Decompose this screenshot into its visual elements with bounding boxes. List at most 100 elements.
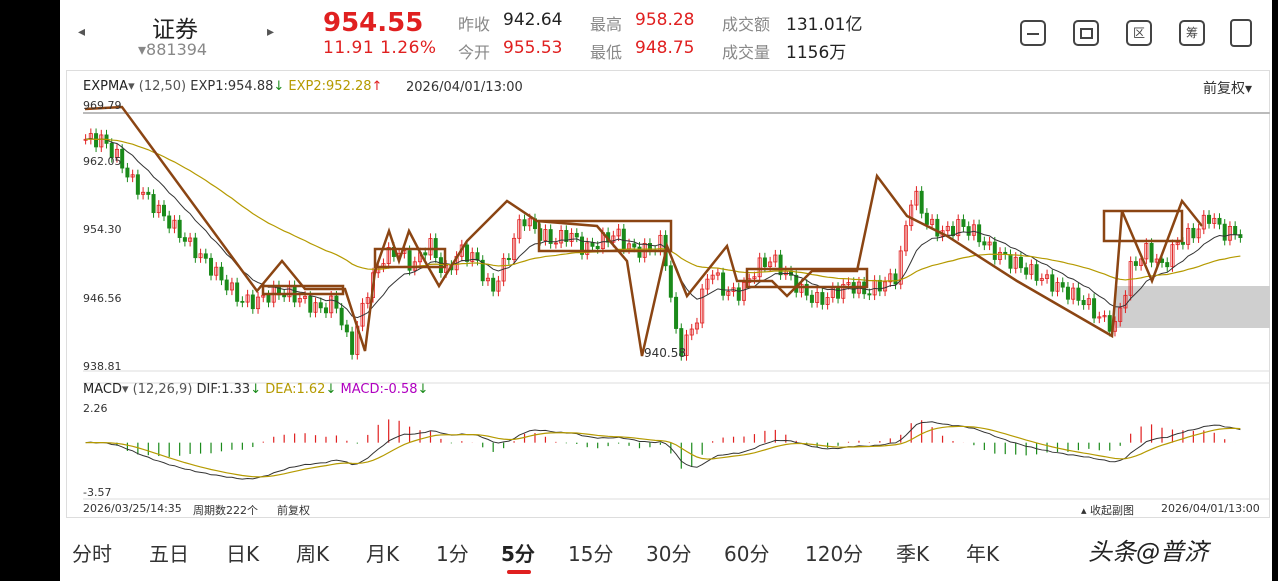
tab-weekly[interactable]: 周K <box>296 542 330 566</box>
candle-body <box>250 294 255 310</box>
candle-body <box>1186 227 1191 245</box>
candle-body <box>1149 243 1154 263</box>
candle-body <box>1086 298 1091 306</box>
candle-body <box>741 282 746 301</box>
candle-body <box>214 266 219 276</box>
low-label: 最低 <box>590 43 623 62</box>
candle-body <box>167 215 172 229</box>
candle-body <box>559 230 564 244</box>
sub-indicator-dropdown-icon[interactable]: ▾ <box>121 382 129 397</box>
candle-body <box>674 296 679 329</box>
candle-body <box>193 237 198 259</box>
candle-body <box>266 294 271 303</box>
tab-30min[interactable]: 30分 <box>646 542 692 566</box>
candle-body <box>485 277 490 282</box>
candle-body <box>987 241 992 246</box>
tab-5min[interactable]: 5分 <box>501 542 535 566</box>
crosshair-datetime: 2026/04/01/13:00 <box>406 80 523 95</box>
candle-body <box>141 191 146 195</box>
collapse-subchart-button[interactable]: ▴ 收起副图 <box>1081 504 1135 517</box>
quote-header: ◂ 证券 ▾881394 ▸ 954.55 11.91 1.26% 昨收 942… <box>60 0 1272 68</box>
main-indicator-selector[interactable]: EXPMA <box>83 79 129 94</box>
candle-body <box>1165 262 1170 268</box>
y-label-2: 954.30 <box>83 223 122 236</box>
tab-fenshi[interactable]: 分时 <box>72 542 112 566</box>
tab-1min[interactable]: 1分 <box>436 542 469 566</box>
candle-body <box>428 238 433 256</box>
stock-code-dropdown[interactable]: ▾881394 <box>138 40 208 59</box>
candle-body <box>752 276 757 280</box>
tab-15min[interactable]: 15分 <box>568 542 614 566</box>
candle-body <box>235 282 240 302</box>
low-value: 948.75 <box>635 38 695 58</box>
candle-body <box>548 229 553 244</box>
tab-monthly[interactable]: 月K <box>366 542 400 566</box>
start-datetime: 2026/03/25/14:35 <box>83 502 182 515</box>
candle-body <box>992 241 997 260</box>
tab-yearly[interactable]: 年K <box>966 542 1000 566</box>
candle-body <box>846 282 851 285</box>
candle-body <box>339 307 344 326</box>
period-tabs: 分时 五日 日K 周K 月K 1分 5分 15分 30分 60分 120分 季K… <box>60 528 1272 581</box>
adjust-selector[interactable]: 前复权▾ <box>1203 81 1253 97</box>
candle-body <box>757 257 762 278</box>
candle-body <box>229 282 234 291</box>
candle-body <box>903 225 908 252</box>
candle-body <box>512 237 517 261</box>
candle-body <box>726 291 731 296</box>
main-indicator-legend: EXPMA▾ (12,50) EXP1:954.88↓ EXP2:952.28↑ <box>83 79 382 94</box>
candle-body <box>799 283 804 293</box>
candle-body <box>1097 316 1102 319</box>
tab-quarterly[interactable]: 季K <box>896 542 930 566</box>
candle-body <box>177 219 182 238</box>
candle-body <box>585 242 590 255</box>
price-change: 11.91 1.26% <box>323 38 437 58</box>
dea-down-arrow-icon: ↓ <box>325 382 337 397</box>
exp1-down-arrow-icon: ↓ <box>273 79 285 94</box>
prev-stock-arrow-icon[interactable]: ◂ <box>78 24 86 40</box>
tab-60min[interactable]: 60分 <box>724 542 770 566</box>
candle-body <box>1207 214 1212 224</box>
candle-body <box>898 250 903 285</box>
candle-body <box>308 295 313 313</box>
candle-body <box>1065 286 1070 300</box>
candle-body <box>475 252 480 261</box>
chip-icon[interactable]: 筹 <box>1179 20 1205 46</box>
kline-chart-panel[interactable]: EXPMA▾ (12,50) EXP1:954.88↓ EXP2:952.28↑… <box>66 70 1270 518</box>
candle-body <box>762 257 767 268</box>
candle-body <box>883 281 888 292</box>
sub-indicator-selector[interactable]: MACD <box>83 382 122 397</box>
candle-body <box>120 148 125 169</box>
candle-body <box>679 328 684 356</box>
candle-body <box>303 295 308 299</box>
candle-body <box>841 283 846 299</box>
candle-body <box>522 219 527 227</box>
candle-body <box>1170 244 1175 268</box>
candle-body <box>668 265 673 298</box>
high-label: 最高 <box>590 15 623 34</box>
candle-body <box>684 334 689 356</box>
candle-body <box>825 297 830 305</box>
macd-legend: MACD▾ (12,26,9) DIF:1.33↓ DEA:1.62↓ MACD… <box>83 382 428 397</box>
candle-body <box>836 286 841 299</box>
next-stock-arrow-icon[interactable]: ▸ <box>267 24 275 40</box>
candle-body <box>1071 287 1076 300</box>
open-label: 今开 <box>458 43 491 62</box>
range-icon[interactable]: 区 <box>1126 20 1152 46</box>
draw-icon[interactable] <box>1073 20 1099 46</box>
candle-body <box>971 224 976 236</box>
candle-body <box>506 257 511 261</box>
tab-daily[interactable]: 日K <box>226 542 260 566</box>
amount-label: 成交额 <box>722 15 771 34</box>
tab-120min[interactable]: 120分 <box>805 542 864 566</box>
annotation-box-2 <box>537 219 673 253</box>
candle-body <box>778 254 783 276</box>
rotate-icon[interactable] <box>1230 19 1252 47</box>
candle-body <box>1222 223 1227 241</box>
split-icon[interactable] <box>1020 20 1046 46</box>
indicator-dropdown-icon[interactable]: ▾ <box>128 79 135 94</box>
candle-body <box>1013 256 1018 269</box>
tab-5day[interactable]: 五日 <box>149 542 189 566</box>
candle-body <box>1024 267 1029 275</box>
candle-body <box>146 191 151 195</box>
